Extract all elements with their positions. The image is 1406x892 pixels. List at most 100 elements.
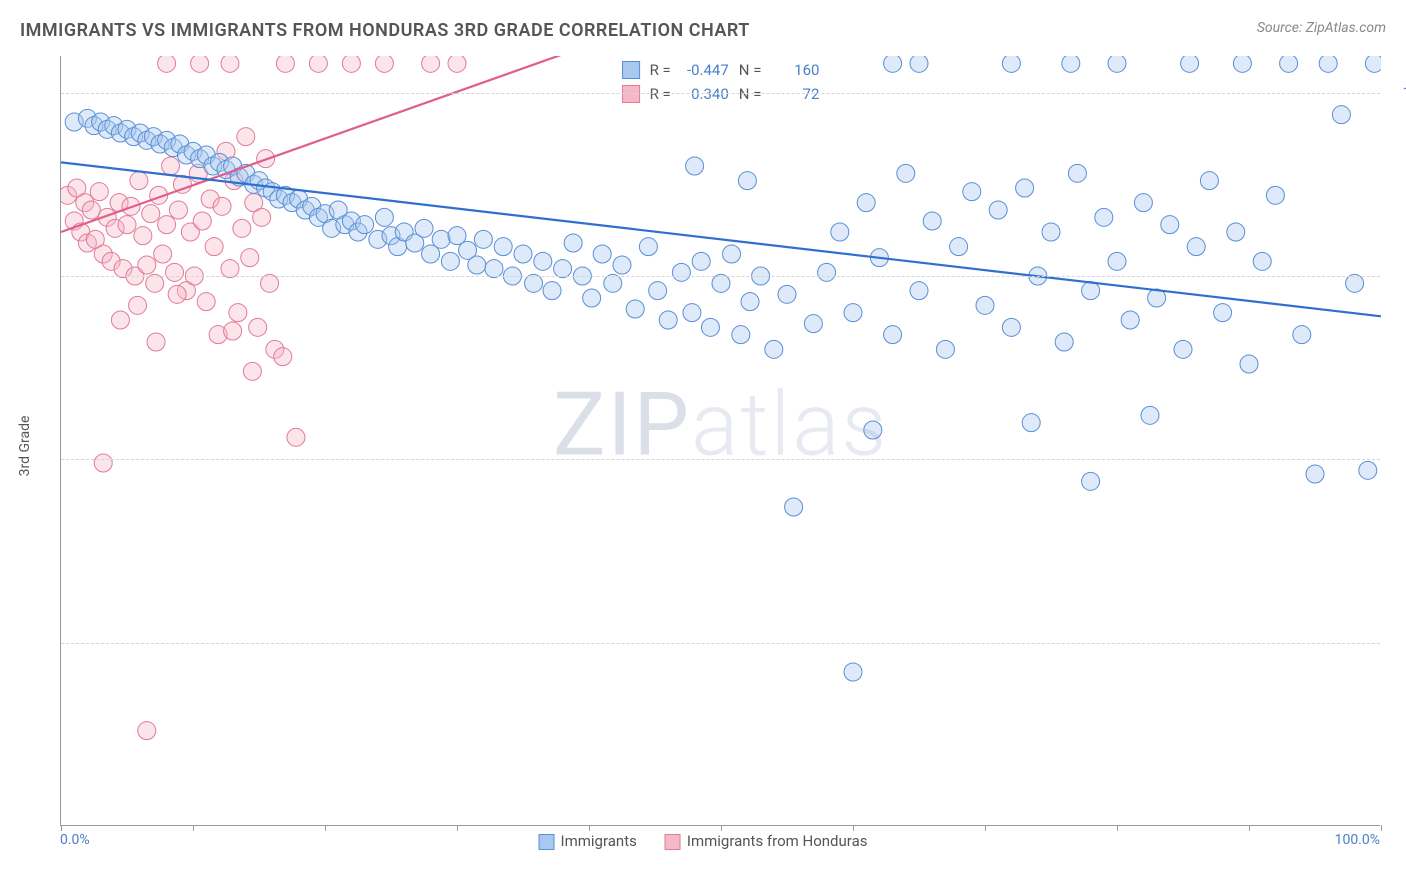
data-point bbox=[168, 285, 186, 303]
data-point bbox=[1233, 56, 1251, 72]
data-point bbox=[723, 245, 741, 263]
data-point bbox=[1022, 414, 1040, 432]
x-tick bbox=[985, 825, 986, 831]
data-point bbox=[448, 56, 466, 72]
gridline bbox=[61, 643, 1380, 644]
data-point bbox=[241, 249, 259, 267]
legend-label: Immigrants from Honduras bbox=[687, 832, 868, 850]
gridline bbox=[61, 93, 1380, 94]
data-point bbox=[950, 238, 968, 256]
stats-row-pink: R = 0.340 N = 72 bbox=[622, 82, 820, 106]
data-point bbox=[276, 56, 294, 72]
data-point bbox=[237, 128, 255, 146]
data-point bbox=[626, 300, 644, 318]
y-axis-label: 3rd Grade bbox=[17, 416, 33, 477]
data-point bbox=[118, 216, 136, 234]
y-tick-label: 100.0% bbox=[1388, 85, 1406, 101]
data-point bbox=[639, 238, 657, 256]
data-point bbox=[1227, 223, 1245, 241]
data-point bbox=[701, 318, 719, 336]
stats-legend: R = -0.447 N = 160 R = 0.340 N = 72 bbox=[622, 58, 820, 106]
data-point bbox=[818, 263, 836, 281]
legend-label: Immigrants bbox=[561, 832, 637, 850]
n-value: 160 bbox=[771, 58, 819, 82]
data-point bbox=[1121, 311, 1139, 329]
data-point bbox=[1082, 282, 1100, 300]
data-point bbox=[221, 260, 239, 278]
data-point bbox=[1134, 194, 1152, 212]
chart-svg bbox=[61, 56, 1381, 826]
data-point bbox=[213, 197, 231, 215]
data-point bbox=[134, 227, 152, 245]
x-axis-max-label: 100.0% bbox=[1335, 832, 1380, 848]
data-point bbox=[1266, 186, 1284, 204]
data-point bbox=[205, 238, 223, 256]
data-point bbox=[1062, 56, 1080, 72]
data-point bbox=[1240, 355, 1258, 373]
data-point bbox=[844, 304, 862, 322]
data-point bbox=[989, 201, 1007, 219]
data-point bbox=[1280, 56, 1298, 72]
data-point bbox=[1108, 252, 1126, 270]
data-point bbox=[804, 315, 822, 333]
data-point bbox=[936, 340, 954, 358]
n-label: N = bbox=[739, 58, 762, 82]
data-point bbox=[166, 263, 184, 281]
data-point bbox=[147, 333, 165, 351]
data-point bbox=[138, 722, 156, 740]
data-point bbox=[274, 348, 292, 366]
regression-line bbox=[61, 162, 1381, 316]
data-point bbox=[976, 296, 994, 314]
x-tick bbox=[721, 825, 722, 831]
stats-row-blue: R = -0.447 N = 160 bbox=[622, 58, 820, 82]
data-point bbox=[415, 219, 433, 237]
legend-item-immigrants: Immigrants bbox=[539, 832, 637, 850]
data-point bbox=[884, 326, 902, 344]
data-point bbox=[686, 157, 704, 175]
data-point bbox=[593, 245, 611, 263]
data-point bbox=[1253, 252, 1271, 270]
swatch-pink-icon bbox=[665, 834, 681, 850]
source-attribution: Source: ZipAtlas.com bbox=[1257, 20, 1386, 36]
swatch-blue-icon bbox=[539, 834, 555, 850]
data-point bbox=[158, 216, 176, 234]
data-point bbox=[831, 223, 849, 241]
data-point bbox=[224, 322, 242, 340]
legend-item-honduras: Immigrants from Honduras bbox=[665, 832, 868, 850]
data-point bbox=[158, 56, 176, 72]
data-point bbox=[1161, 216, 1179, 234]
data-point bbox=[884, 56, 902, 72]
data-point bbox=[554, 260, 572, 278]
series-legend: Immigrants Immigrants from Honduras bbox=[539, 832, 868, 850]
data-point bbox=[474, 230, 492, 248]
data-point bbox=[534, 252, 552, 270]
n-label: N = bbox=[739, 82, 762, 106]
data-point bbox=[1365, 56, 1381, 72]
data-point bbox=[138, 256, 156, 274]
data-point bbox=[233, 219, 251, 237]
data-point bbox=[261, 274, 279, 292]
data-point bbox=[422, 56, 440, 72]
data-point bbox=[659, 311, 677, 329]
gridline bbox=[61, 459, 1380, 460]
data-point bbox=[1174, 340, 1192, 358]
data-point bbox=[910, 282, 928, 300]
data-point bbox=[375, 56, 393, 72]
data-point bbox=[229, 304, 247, 322]
data-point bbox=[963, 183, 981, 201]
data-point bbox=[169, 201, 187, 219]
x-axis-min-label: 0.0% bbox=[60, 832, 90, 848]
data-point bbox=[1055, 333, 1073, 351]
x-tick bbox=[1249, 825, 1250, 831]
r-value: 0.340 bbox=[681, 82, 729, 106]
data-point bbox=[738, 172, 756, 190]
x-tick bbox=[589, 825, 590, 831]
data-point bbox=[142, 205, 160, 223]
x-tick bbox=[853, 825, 854, 831]
data-point bbox=[543, 282, 561, 300]
data-point bbox=[785, 498, 803, 516]
data-point bbox=[375, 208, 393, 226]
x-tick bbox=[457, 825, 458, 831]
data-point bbox=[1068, 164, 1086, 182]
data-point bbox=[309, 56, 327, 72]
